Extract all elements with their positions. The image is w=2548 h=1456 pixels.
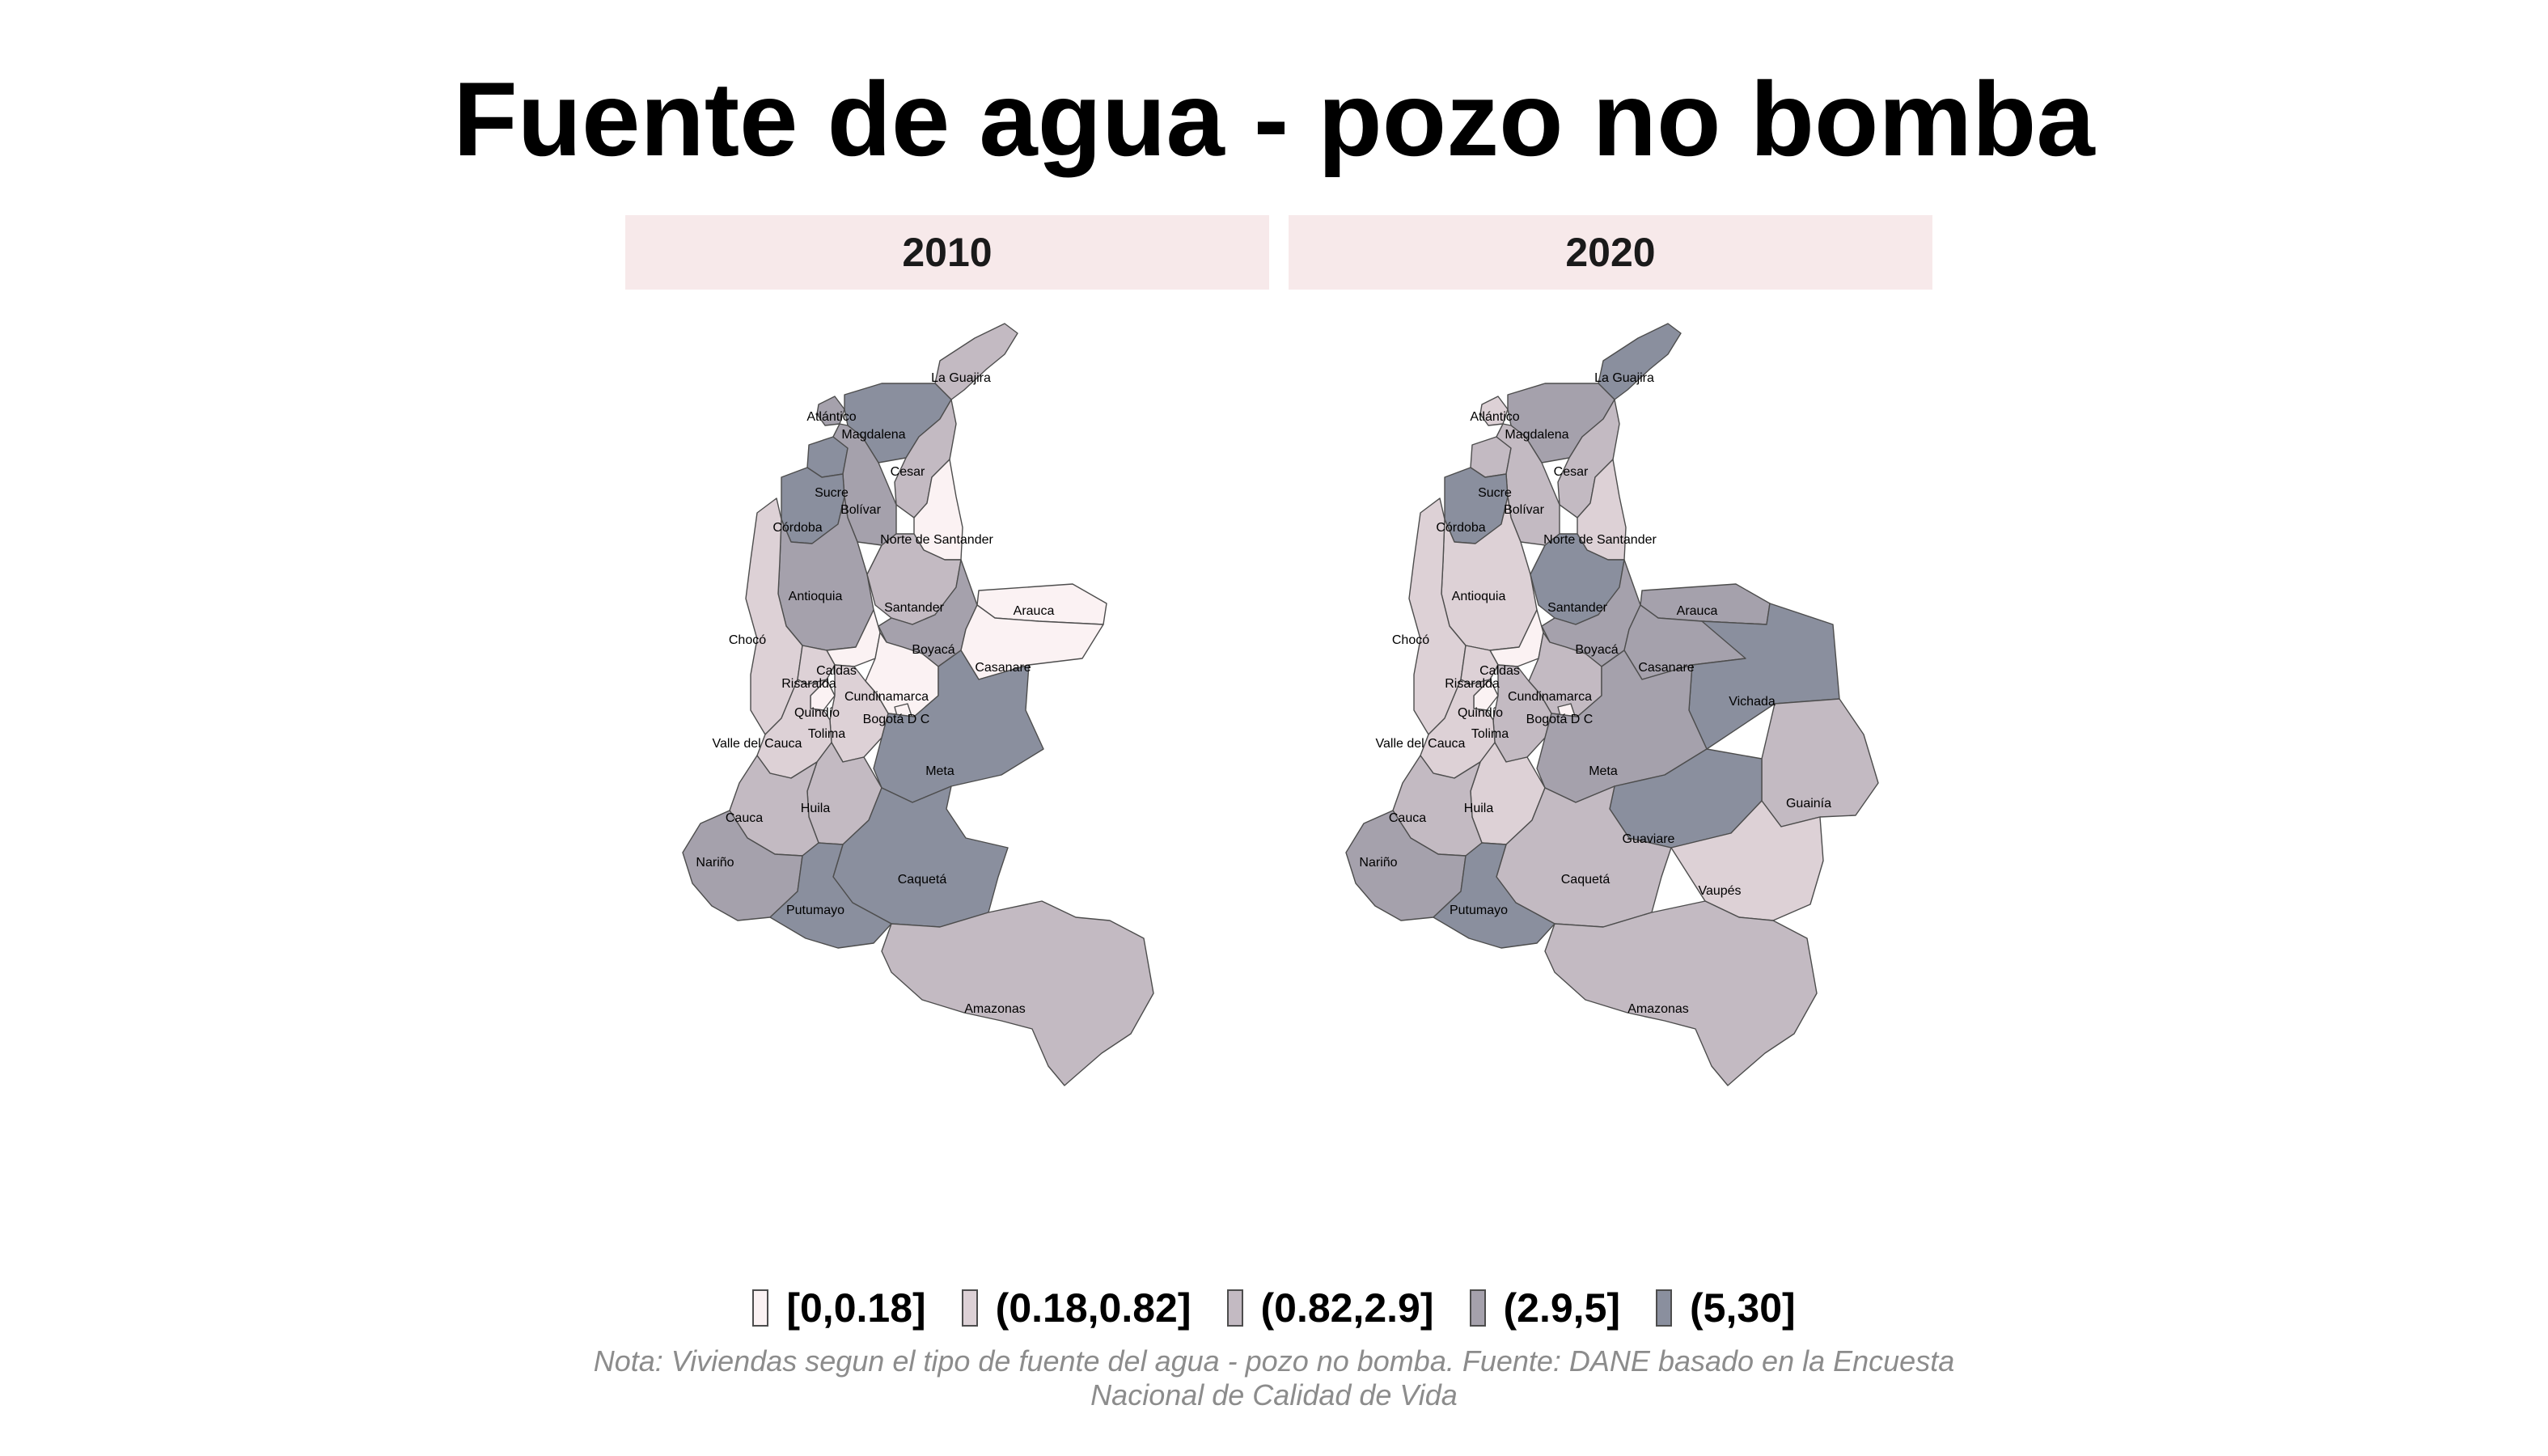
department-putumayo xyxy=(769,842,892,949)
department-label: Amazonas xyxy=(964,1002,1026,1016)
department-tolima xyxy=(1492,664,1552,763)
legend-label: (2.9,5] xyxy=(1503,1285,1621,1331)
legend-item: (5,30] xyxy=(1656,1285,1796,1331)
legend-swatch xyxy=(752,1289,769,1327)
legend-swatch xyxy=(1656,1289,1673,1327)
department-label: Caquetá xyxy=(898,873,947,887)
legend-item: (0.18,0.82] xyxy=(961,1285,1191,1331)
department-label: Nariño xyxy=(696,856,734,870)
department-label: Tolima xyxy=(808,727,845,741)
source-note: Nota: Viviendas segun el tipo de fuente … xyxy=(593,1344,1955,1412)
department-bolivar xyxy=(832,423,897,546)
department-label: Huila xyxy=(801,802,831,815)
department-label: Cauca xyxy=(1389,811,1426,825)
department-label: Chocó xyxy=(1392,633,1429,647)
department-amazonas xyxy=(881,900,1154,1086)
department-narino xyxy=(682,810,803,921)
department-label: Atlántico xyxy=(1470,410,1519,424)
department-label: Santander xyxy=(884,601,945,615)
department-label: Cesar xyxy=(891,465,925,479)
department-amazonas xyxy=(1544,900,1818,1086)
legend-swatch xyxy=(1226,1289,1243,1327)
department-label: Risaralda xyxy=(1445,677,1500,691)
department-label: Cesar xyxy=(1554,465,1589,479)
department-label: Cauca xyxy=(726,811,763,825)
department-narino xyxy=(1345,810,1467,921)
facet-label-2010: 2010 xyxy=(625,215,1269,290)
page-title: Fuente de agua - pozo no bomba xyxy=(453,60,2095,178)
department-label: La Guajira xyxy=(1594,371,1654,385)
legend-label: (5,30] xyxy=(1690,1285,1796,1331)
department-bolivar xyxy=(1496,423,1560,546)
department-label: Nariño xyxy=(1359,856,1397,870)
department-label: Vaupés xyxy=(1698,884,1741,898)
legend-swatch xyxy=(961,1289,978,1327)
department-label: Norte de Santander xyxy=(880,533,993,547)
legend-label: [0,0.18] xyxy=(786,1285,926,1331)
department-tolima xyxy=(829,664,889,763)
department-label: Casanare xyxy=(1638,661,1694,675)
department-label: Guaviare xyxy=(1623,832,1675,846)
department-vaupes xyxy=(1670,800,1824,921)
department-label: Meta xyxy=(925,764,954,778)
department-label: Huila xyxy=(1464,802,1494,815)
department-label: Casanare xyxy=(975,661,1031,675)
department-label: Vichada xyxy=(1729,695,1776,709)
map-2020: La Guajira Atlántico Magdalena Cesar Sucre Bo… xyxy=(1345,323,1879,1086)
department-label: Magdalena xyxy=(841,428,905,442)
department-label: Córdoba xyxy=(772,521,822,535)
department-label: Risaralda xyxy=(781,677,836,691)
department-label: Boyacá xyxy=(1575,643,1618,657)
department-label: Quindío xyxy=(794,706,840,720)
legend-label: (0.18,0.82] xyxy=(995,1285,1191,1331)
department-label: Atlántico xyxy=(806,410,856,424)
department-label: Bogotá D C xyxy=(863,713,930,726)
legend: [0,0.18] (0.18,0.82] (0.82,2.9] (2.9,5] … xyxy=(0,1285,2548,1331)
department-label: Boyacá xyxy=(912,643,954,657)
facet-label-2020: 2020 xyxy=(1289,215,1932,290)
department-label: Caldas xyxy=(1479,664,1520,678)
department-label: Valle del Cauca xyxy=(1376,737,1466,751)
department-label: Bolívar xyxy=(840,503,881,517)
department-label: Chocó xyxy=(729,633,766,647)
department-la-guajira xyxy=(934,323,1018,400)
department-putumayo xyxy=(1433,842,1555,949)
legend-swatch xyxy=(1469,1289,1486,1327)
legend-label: (0.82,2.9] xyxy=(1260,1285,1434,1331)
department-label: Quindío xyxy=(1458,706,1503,720)
department-label: Antioquia xyxy=(1452,590,1506,603)
department-label: Guainía xyxy=(1786,797,1831,811)
department-label: Tolima xyxy=(1471,727,1509,741)
department-label: Amazonas xyxy=(1627,1002,1689,1016)
department-label: Arauca xyxy=(1677,604,1718,618)
department-label: Caldas xyxy=(816,664,857,678)
department-label: Córdoba xyxy=(1436,521,1485,535)
department-label: Magdalena xyxy=(1505,428,1568,442)
department-label: La Guajira xyxy=(931,371,991,385)
department-label: Bogotá D C xyxy=(1526,713,1594,726)
legend-item: (2.9,5] xyxy=(1469,1285,1621,1331)
department-label: Caquetá xyxy=(1561,873,1610,887)
department-label: Putumayo xyxy=(1450,904,1508,917)
department-label: Meta xyxy=(1589,764,1618,778)
department-label: Sucre xyxy=(1478,486,1512,500)
department-label: Sucre xyxy=(815,486,849,500)
department-label: Cundinamarca xyxy=(1508,690,1592,704)
department-label: Santander xyxy=(1547,601,1608,615)
department-label: Valle del Cauca xyxy=(713,737,802,751)
legend-item: (0.82,2.9] xyxy=(1226,1285,1434,1331)
map-2010: La Guajira Atlántico Magdalena Cesar Sucre Bo… xyxy=(682,323,1154,1086)
department-label: Antioquia xyxy=(789,590,843,603)
department-label: Cundinamarca xyxy=(844,690,929,704)
department-label: Bolívar xyxy=(1504,503,1544,517)
department-label: Putumayo xyxy=(786,904,844,917)
department-la-guajira xyxy=(1598,323,1682,400)
department-label: Arauca xyxy=(1014,604,1055,618)
department-label: Norte de Santander xyxy=(1543,533,1657,547)
legend-item: [0,0.18] xyxy=(752,1285,926,1331)
